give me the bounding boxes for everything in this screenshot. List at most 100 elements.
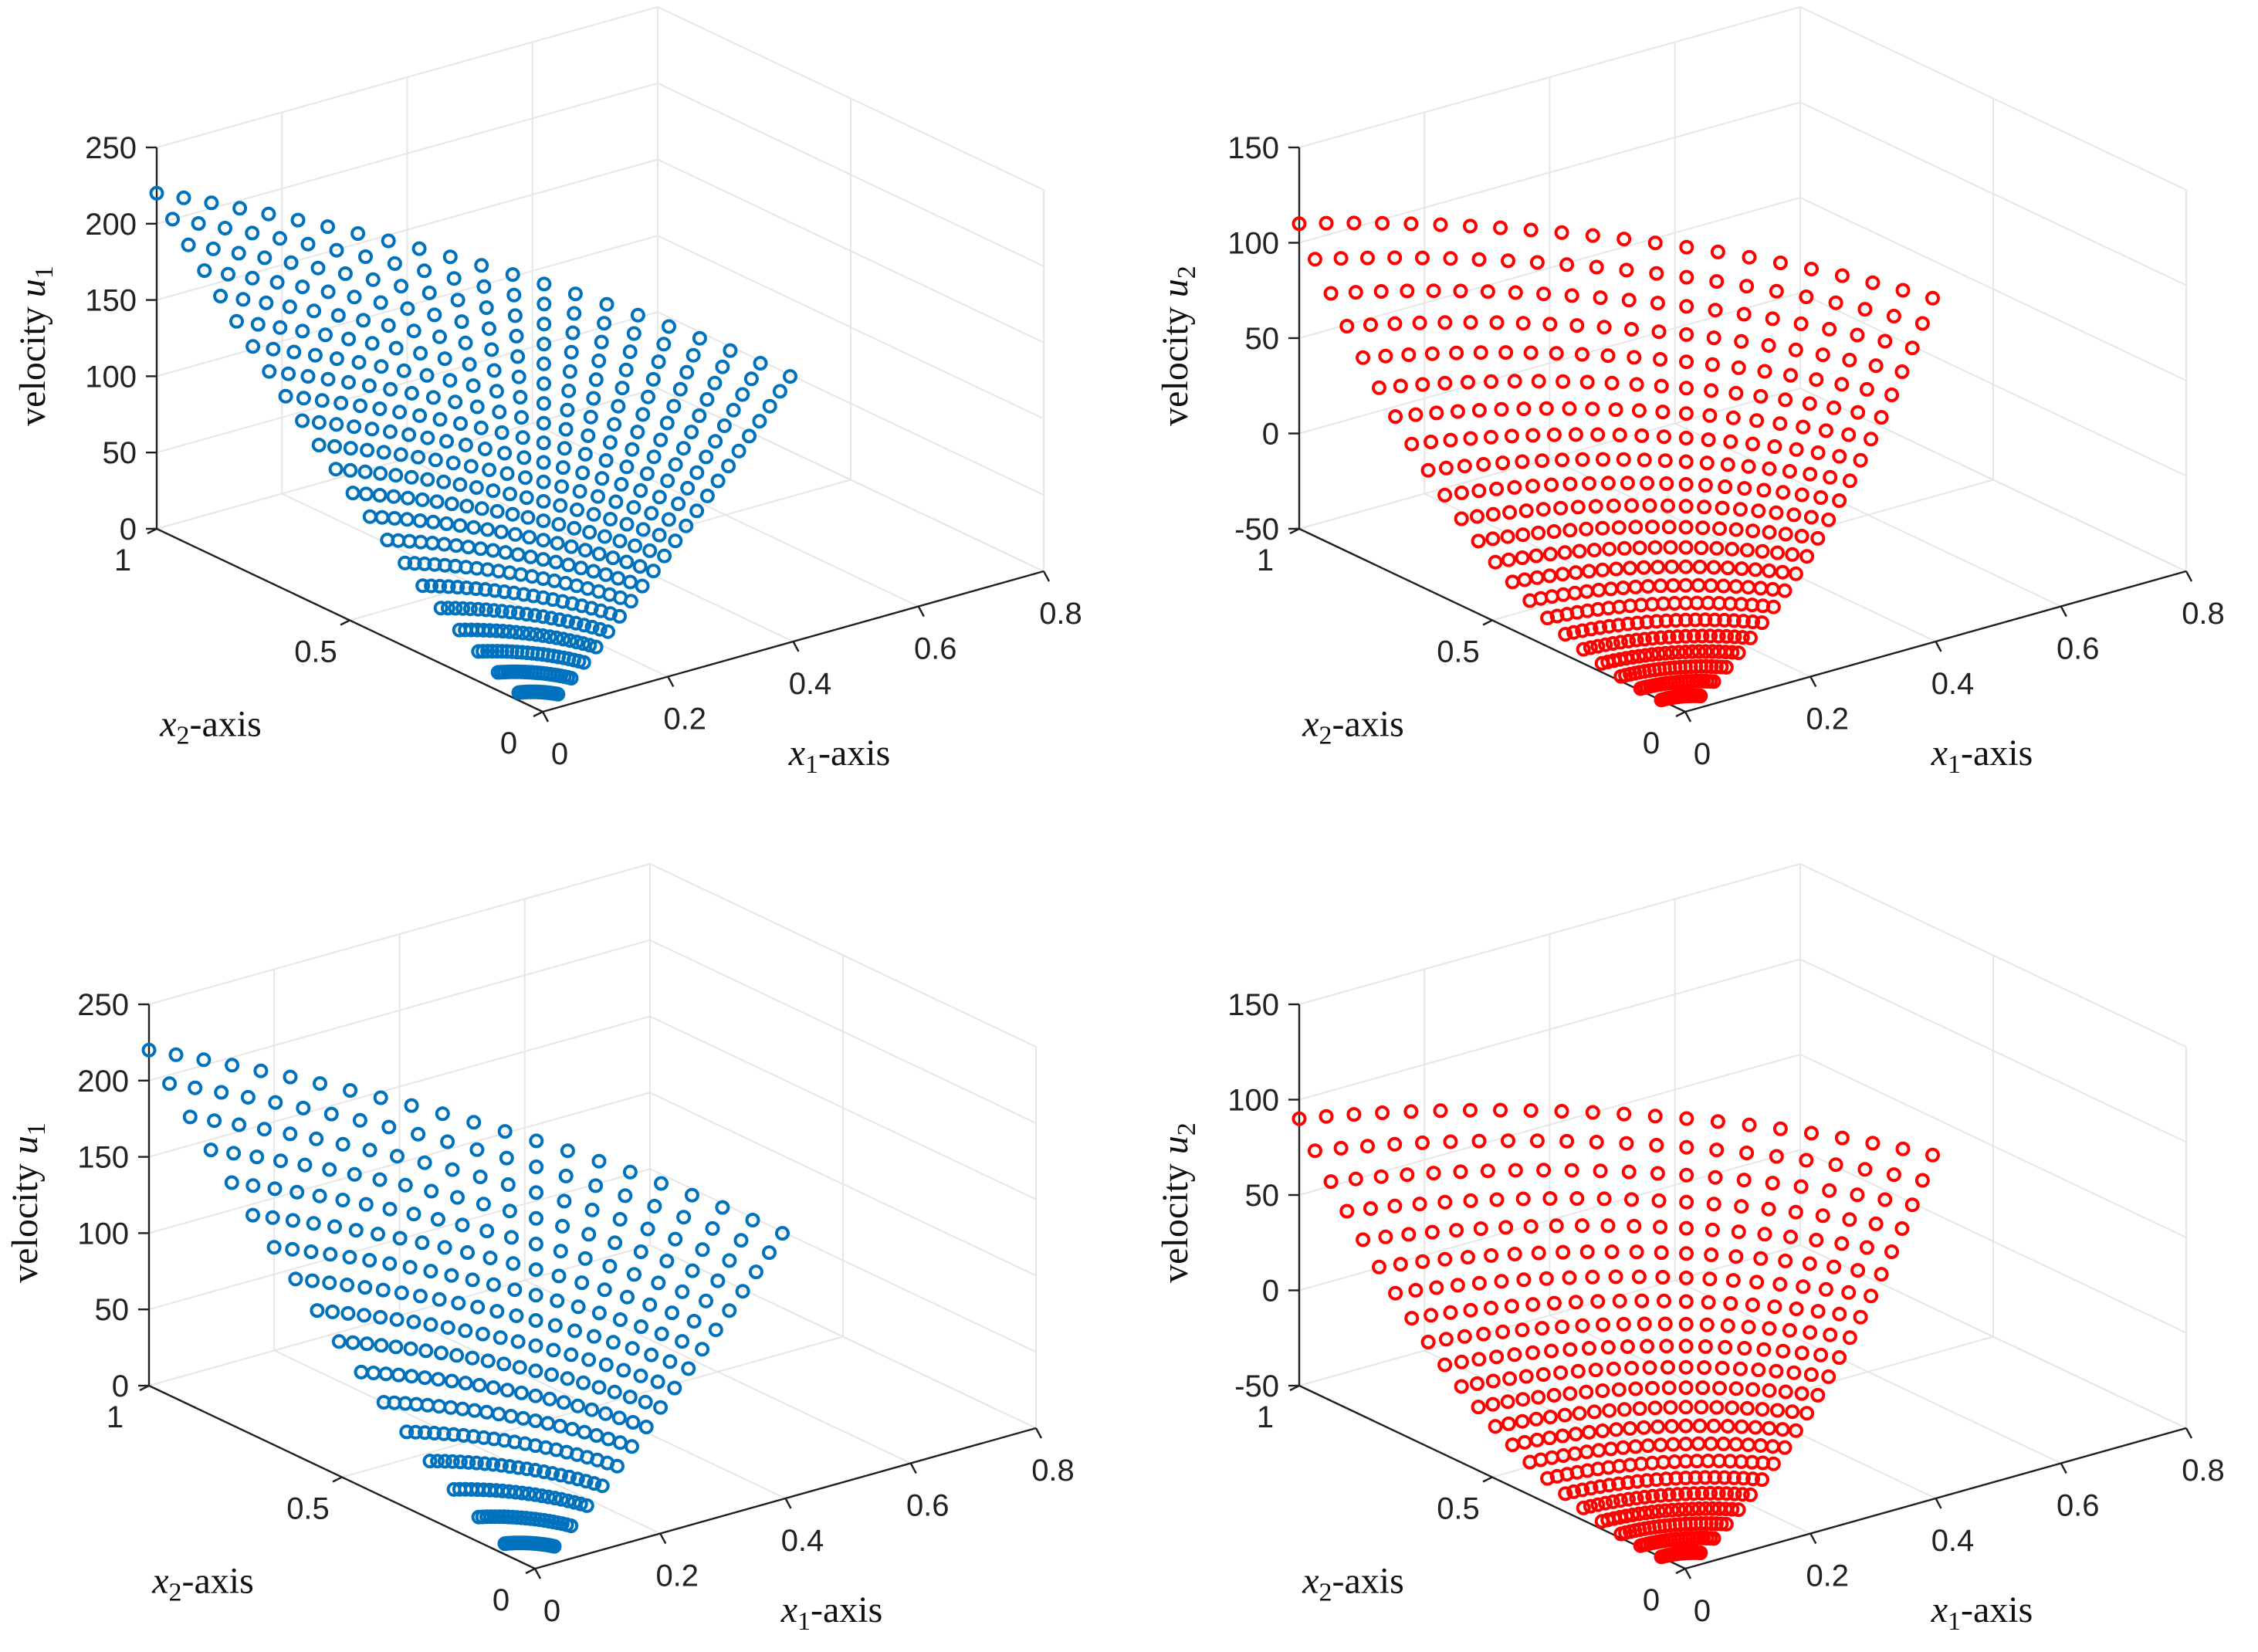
data-point	[1818, 1281, 1833, 1297]
data-point	[327, 1219, 342, 1234]
data-point	[458, 1323, 473, 1339]
data-point	[1653, 1220, 1668, 1234]
data-point	[320, 284, 336, 300]
data-point	[1415, 1135, 1430, 1150]
data-point	[357, 464, 373, 479]
data-point	[362, 509, 377, 524]
data-point	[1484, 374, 1499, 389]
data-point	[556, 631, 571, 647]
z-tick-label: 150	[77, 1141, 129, 1175]
data-point	[1473, 1221, 1488, 1237]
data-point	[565, 325, 581, 340]
data-point	[1645, 631, 1660, 646]
data-point	[642, 543, 658, 558]
data-point	[1388, 1285, 1403, 1301]
data-point	[1525, 479, 1540, 494]
data-point	[1624, 1192, 1639, 1207]
x-tick-label: 0	[551, 737, 568, 771]
x-tick-label: 0.2	[663, 702, 706, 736]
data-point	[1671, 645, 1687, 660]
data-point	[445, 455, 461, 471]
data-point	[509, 328, 524, 344]
data-point	[320, 219, 335, 235]
data-point	[1647, 1109, 1663, 1124]
data-point	[537, 296, 552, 312]
data-point	[1697, 1360, 1712, 1375]
data-point	[469, 1455, 484, 1471]
data-point	[1678, 1418, 1694, 1434]
data-point	[605, 1335, 621, 1350]
data-point	[1424, 435, 1439, 449]
data-point	[207, 1113, 222, 1129]
data-point	[1489, 1192, 1505, 1207]
data-point	[1461, 374, 1475, 390]
data-point	[1348, 285, 1363, 300]
data-point	[266, 341, 281, 357]
data-point	[1583, 1498, 1598, 1514]
data-point	[1786, 1365, 1802, 1380]
data-point	[562, 633, 577, 648]
grid-line	[649, 939, 1037, 1124]
data-point	[1753, 581, 1769, 596]
data-point	[591, 547, 607, 561]
data-point	[1834, 1236, 1850, 1251]
data-point	[1828, 1157, 1843, 1173]
data-point	[437, 1240, 452, 1255]
data-point	[401, 427, 417, 442]
data-point	[425, 514, 441, 530]
data-point	[470, 601, 486, 617]
data-point	[1664, 645, 1680, 660]
data-point	[540, 1489, 556, 1505]
data-point	[1734, 333, 1749, 349]
data-point	[469, 480, 484, 495]
data-point	[1319, 215, 1334, 231]
data-point	[745, 1213, 760, 1227]
data-point	[1485, 506, 1501, 522]
data-point	[1624, 498, 1640, 513]
data-point	[1705, 357, 1720, 372]
data-point	[443, 1400, 459, 1415]
data-point	[1501, 552, 1516, 567]
data-point	[1631, 1506, 1647, 1522]
data-point	[588, 372, 604, 388]
data-point	[1657, 1293, 1671, 1308]
data-point	[417, 1370, 432, 1386]
data-point	[1707, 612, 1722, 628]
data-point	[467, 1403, 482, 1418]
data-point	[509, 625, 523, 640]
data-point	[553, 1244, 568, 1259]
data-point	[619, 516, 635, 532]
y-tick-mark	[1482, 619, 1493, 626]
data-point	[1657, 645, 1673, 661]
data-point	[612, 533, 628, 549]
data-point	[577, 446, 593, 462]
data-point	[431, 1372, 446, 1387]
data-point	[1719, 628, 1735, 644]
data-point	[587, 1476, 602, 1491]
data-point	[413, 346, 428, 361]
data-point	[1850, 1263, 1866, 1278]
data-point	[486, 483, 501, 499]
data-point	[1544, 1450, 1559, 1465]
data-point	[1651, 1193, 1667, 1208]
data-point	[1623, 560, 1637, 576]
data-point	[1723, 434, 1738, 449]
data-point	[647, 1199, 662, 1214]
data-point	[612, 608, 627, 624]
z-tick-label: 0	[1262, 1275, 1279, 1308]
data-point	[1670, 629, 1685, 645]
data-point	[1706, 560, 1721, 575]
data-point	[723, 343, 738, 358]
data-point	[1765, 311, 1780, 327]
data-point	[597, 1282, 612, 1298]
data-point	[1629, 1491, 1644, 1506]
data-point	[705, 1220, 720, 1236]
data-point	[1471, 1352, 1487, 1367]
data-point	[1822, 321, 1837, 337]
data-point	[591, 1153, 607, 1169]
data-point	[1701, 432, 1716, 448]
data-point	[388, 1339, 404, 1355]
data-point	[362, 1253, 377, 1268]
data-point	[1705, 1501, 1720, 1516]
grid-line	[657, 6, 1044, 191]
